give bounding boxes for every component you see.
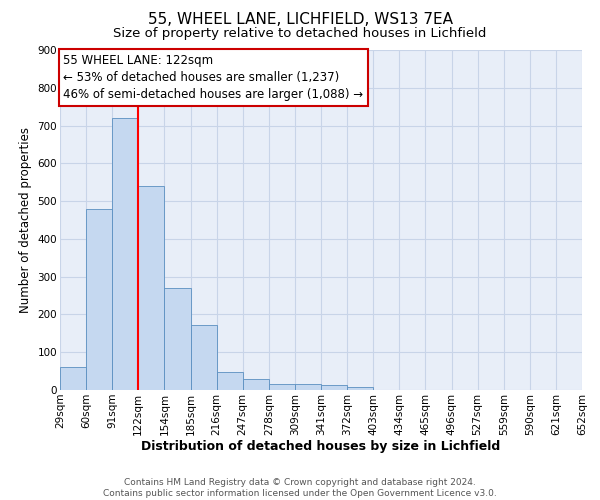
Bar [295, 384, 321, 390]
Text: 55, WHEEL LANE, LICHFIELD, WS13 7EA: 55, WHEEL LANE, LICHFIELD, WS13 7EA [148, 12, 452, 28]
Y-axis label: Number of detached properties: Number of detached properties [19, 127, 32, 313]
Bar [112, 118, 139, 390]
Bar [347, 387, 373, 390]
Bar [191, 325, 217, 390]
Bar [60, 368, 86, 390]
Bar [164, 288, 191, 390]
Text: Contains HM Land Registry data © Crown copyright and database right 2024.
Contai: Contains HM Land Registry data © Crown c… [103, 478, 497, 498]
Bar [217, 372, 243, 390]
Bar [86, 208, 112, 390]
X-axis label: Distribution of detached houses by size in Lichfield: Distribution of detached houses by size … [142, 440, 500, 454]
Text: Size of property relative to detached houses in Lichfield: Size of property relative to detached ho… [113, 28, 487, 40]
Bar [139, 186, 164, 390]
Bar [243, 378, 269, 390]
Bar [269, 384, 295, 390]
Text: 55 WHEEL LANE: 122sqm
← 53% of detached houses are smaller (1,237)
46% of semi-d: 55 WHEEL LANE: 122sqm ← 53% of detached … [64, 54, 364, 101]
Bar [321, 385, 347, 390]
